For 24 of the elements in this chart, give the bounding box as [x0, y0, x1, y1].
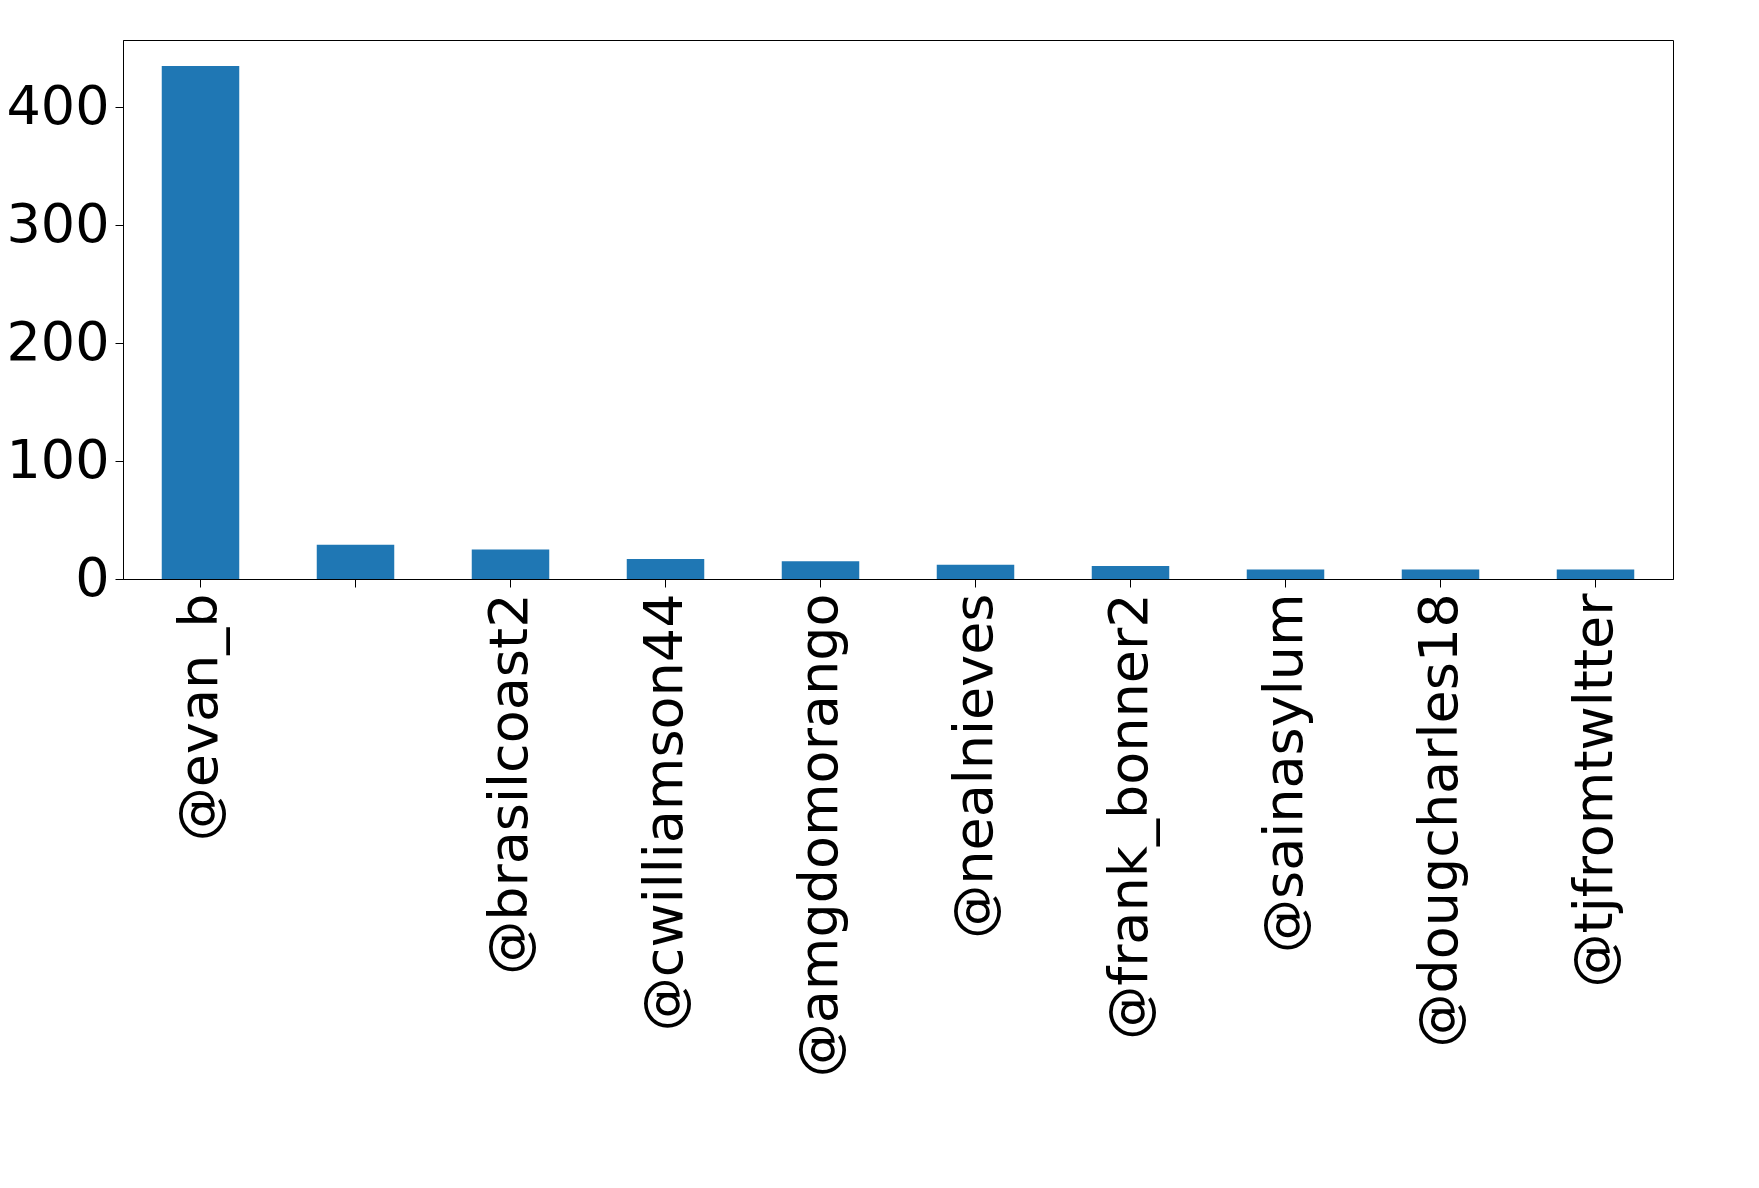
y-tick-label: 400: [6, 73, 110, 137]
x-tick-label: @amgdomorango: [786, 593, 850, 1078]
y-tick-label: 200: [6, 309, 110, 373]
x-tick-label: @dougcharles18: [1406, 593, 1470, 1048]
x-tick-label: @tjfromtwltter: [1561, 592, 1625, 988]
bar: [316, 544, 395, 579]
x-tick-label: @frank_bonner2: [1096, 593, 1160, 1040]
bar: [936, 564, 1015, 579]
bar: [1556, 569, 1635, 579]
x-tick-label: @sainasylum: [1251, 593, 1315, 953]
x-tick-label: @cwilliamson44: [631, 593, 695, 1032]
bar: [161, 65, 240, 579]
bar: [1091, 566, 1170, 579]
x-tick-label: @brasilcoast2: [476, 593, 540, 975]
y-tick-label: 100: [6, 427, 110, 491]
y-tick-label: 0: [75, 545, 110, 609]
x-tick-label: @evan_b: [166, 593, 230, 842]
x-tick-label: @nealnieves: [941, 593, 1005, 939]
y-tick-label: 300: [6, 191, 110, 255]
bar: [781, 561, 860, 579]
bar: [471, 549, 550, 579]
bar: [1401, 569, 1480, 579]
bar: [626, 558, 705, 579]
bar: [1246, 569, 1325, 579]
